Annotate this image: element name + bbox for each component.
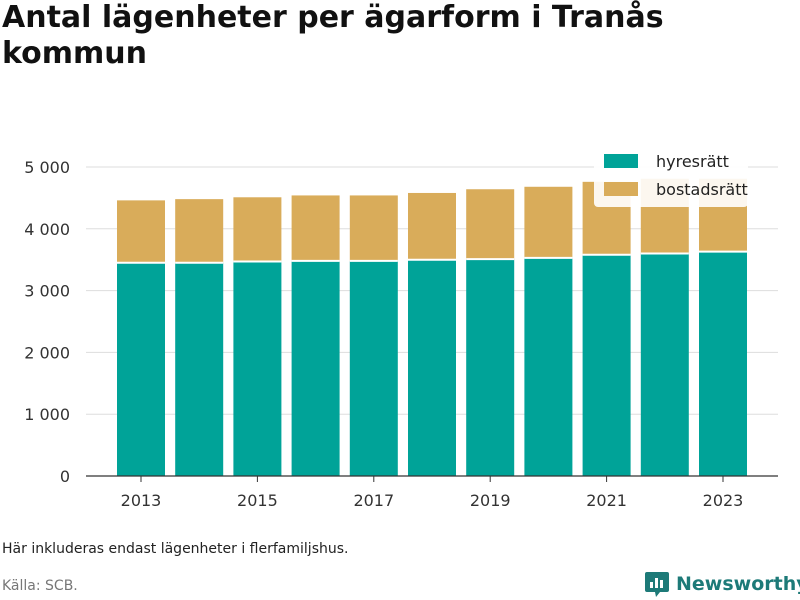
bar-bostadsrätt-2017 (349, 195, 398, 261)
legend-label-hyresrätt: hyresrätt (656, 152, 729, 171)
bar-hyresrätt-2019 (466, 259, 515, 476)
legend: hyresrätt bostadsrätt (594, 143, 748, 207)
bar-hyresrätt-2016 (291, 260, 340, 476)
source-text: Källa: SCB. (2, 578, 78, 594)
chart-title: Antal lägenheter per ägarform i Tranås k… (2, 0, 664, 71)
y-tick-label: 2 000 (24, 343, 70, 362)
bars (117, 178, 747, 476)
y-tick-label: 1 000 (24, 405, 70, 424)
bar-hyresrätt-2013 (117, 262, 165, 476)
x-axis: 2013 2015 2017 2019 2021 2023 (86, 475, 778, 510)
bar-hyresrätt-2015 (233, 261, 282, 476)
bar-bostadsrätt-2020 (524, 186, 573, 258)
x-tick-label: 2023 (703, 491, 744, 510)
brand-logo[interactable]: Newsworthy (644, 570, 800, 598)
bar-bostadsrätt-2019 (466, 189, 515, 260)
legend-swatch-hyresrätt (604, 154, 638, 168)
brand-name: Newsworthy (676, 573, 800, 595)
bar-hyresrätt-2020 (524, 257, 573, 476)
y-tick-label: 4 000 (24, 220, 70, 239)
y-axis: 0 1 000 2 000 3 000 4 000 5 000 (24, 158, 70, 486)
y-tick-label: 0 (60, 467, 70, 486)
bar-chart-chat-bubble-icon (645, 572, 669, 597)
bar-bostadsrätt-2016 (291, 195, 340, 261)
legend-swatch-bostadsrätt (604, 182, 638, 196)
x-tick-label: 2019 (470, 491, 511, 510)
y-tick-label: 3 000 (24, 282, 70, 301)
bar-bostadsrätt-2018 (408, 192, 456, 260)
x-tick-label: 2015 (237, 491, 278, 510)
bar-hyresrätt-2022 (640, 253, 689, 476)
bar-bostadsrätt-2015 (233, 197, 282, 262)
bar-hyresrätt-2018 (408, 259, 456, 476)
bar-bostadsrätt-2013 (117, 200, 165, 263)
chart-note: Här inkluderas endast lägenheter i flerf… (2, 541, 349, 557)
bar-hyresrätt-2017 (349, 260, 398, 476)
y-tick-label: 5 000 (24, 158, 70, 177)
x-tick-label: 2017 (353, 491, 394, 510)
x-tick-label: 2013 (121, 491, 162, 510)
bar-hyresrätt-2014 (175, 262, 224, 476)
x-tick-label: 2021 (586, 491, 627, 510)
bar-bostadsrätt-2014 (175, 199, 224, 263)
legend-label-bostadsrätt: bostadsrätt (656, 180, 748, 199)
bar-hyresrätt-2023 (699, 251, 747, 476)
bar-hyresrätt-2021 (582, 254, 631, 476)
